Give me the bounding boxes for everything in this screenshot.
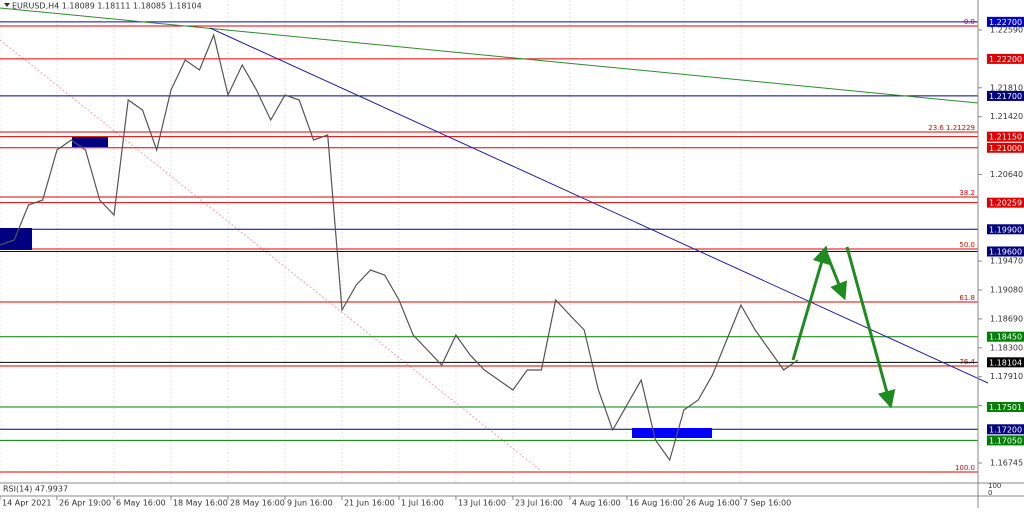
price-series <box>0 33 799 462</box>
level-box <box>987 331 1024 342</box>
y-tick-label: 1.20640 <box>990 170 1023 179</box>
x-tick-label: 18 May 16:00 <box>173 499 228 508</box>
grid <box>0 0 742 500</box>
level-label: 1.18450 <box>989 333 1022 342</box>
y-tick-label: 1.21810 <box>990 83 1023 92</box>
level-box <box>987 224 1024 235</box>
level-box <box>987 197 1024 208</box>
level-label: 1.22700 <box>989 18 1022 27</box>
price-line <box>0 33 799 462</box>
level-box <box>987 246 1024 257</box>
x-tick-label: 26 Aug 16:00 <box>686 499 740 508</box>
y-tick-label: 1.22590 <box>990 26 1023 35</box>
level-label: 1.17050 <box>989 436 1022 445</box>
y-tick-label: 1.18690 <box>990 314 1023 323</box>
level-label: 1.21150 <box>989 133 1022 142</box>
y-tick-label: 1.16745 <box>990 458 1023 467</box>
arrow <box>791 245 831 361</box>
x-tick-label: 13 Jul 16:00 <box>458 499 506 508</box>
y-tick-label: 1.19080 <box>990 286 1023 295</box>
trendline <box>209 27 989 384</box>
fib-label: 50.0 <box>959 241 975 249</box>
level-box <box>987 53 1024 64</box>
zone <box>72 137 108 147</box>
level-label: 1.22200 <box>989 55 1022 64</box>
y-tick-label: 1.18300 <box>990 343 1023 352</box>
x-tick-label: 26 Apr 19:00 <box>59 499 111 508</box>
chart-title: EURUSD,H4 1.18089 1.18111 1.18085 1.1810… <box>12 2 202 11</box>
rsi-tick-label: 0 <box>988 489 992 497</box>
x-tick-label: 14 Apr 2021 <box>2 499 51 508</box>
fib-label: 61.8 <box>959 294 975 302</box>
zone <box>0 228 32 250</box>
level-label: 1.18104 <box>989 358 1022 367</box>
level-label: 1.20259 <box>989 199 1022 208</box>
price-axis: 14 Apr 2021 26 Apr 19:00 6 May 16:00 18 May… <box>2 16 1024 508</box>
level-label: 1.17501 <box>989 403 1022 412</box>
arrow <box>824 251 848 301</box>
level-box <box>987 424 1024 435</box>
arrow <box>845 246 896 409</box>
x-tick-label: 9 Jun 16:00 <box>287 499 333 508</box>
x-tick-label: 4 Aug 16:00 <box>572 499 621 508</box>
y-tick-label: 1.19470 <box>990 257 1023 266</box>
rsi-label: RSI(14) 47.9937 <box>3 485 68 494</box>
level-box <box>987 357 1024 368</box>
x-tick-label: 23 Jul 16:00 <box>515 499 563 508</box>
level-box <box>987 142 1024 153</box>
y-tick-label: 1.17910 <box>990 372 1023 381</box>
x-tick-label: 1 Jul 16:00 <box>401 499 444 508</box>
x-tick-label: 21 Jun 16:00 <box>344 499 395 508</box>
level-box <box>987 131 1024 142</box>
x-tick-label: 28 May 16:00 <box>230 499 285 508</box>
fib-label: 23.6 1.21229 <box>928 124 975 132</box>
level-box <box>987 435 1024 446</box>
x-tick-label: 7 Sep 16:00 <box>743 499 791 508</box>
fib-label: 38.2 <box>959 189 975 197</box>
level-label: 1.19900 <box>989 225 1022 234</box>
menu-icon[interactable] <box>4 3 10 7</box>
level-box <box>987 401 1024 412</box>
level-label: 1.17200 <box>989 425 1022 434</box>
x-tick-label: 6 May 16:00 <box>116 499 166 508</box>
level-box <box>987 90 1024 101</box>
level-label: 1.19600 <box>989 248 1022 257</box>
level-label: 1.21700 <box>989 92 1022 101</box>
dotted-trendline <box>0 39 541 471</box>
level-box <box>987 16 1024 27</box>
x-tick-label: 16 Aug 16:00 <box>629 499 683 508</box>
fib-label: 100.0 <box>955 464 975 472</box>
rsi-tick-label: 100 <box>988 482 1001 490</box>
zone <box>632 428 712 438</box>
y-tick-label: 1.21420 <box>990 112 1023 121</box>
level-label: 1.21000 <box>989 144 1022 153</box>
trendline <box>0 7 979 104</box>
